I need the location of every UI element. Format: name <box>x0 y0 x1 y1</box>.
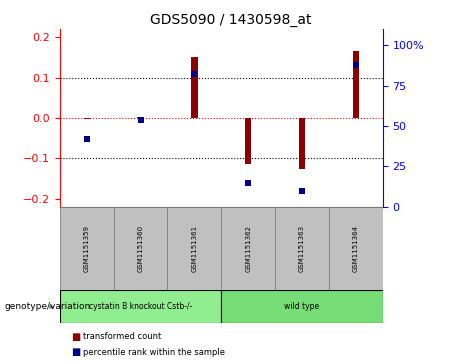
FancyBboxPatch shape <box>114 207 167 290</box>
Text: GSM1151360: GSM1151360 <box>137 225 144 272</box>
Point <box>83 136 90 142</box>
Text: ■: ■ <box>71 347 81 357</box>
FancyBboxPatch shape <box>167 207 221 290</box>
Point <box>244 180 252 185</box>
Bar <box>83 118 90 119</box>
Bar <box>191 57 198 118</box>
Point <box>137 117 144 122</box>
FancyBboxPatch shape <box>329 207 383 290</box>
Text: ■: ■ <box>71 331 81 342</box>
FancyBboxPatch shape <box>275 207 329 290</box>
Text: GSM1151364: GSM1151364 <box>353 225 359 272</box>
Text: transformed count: transformed count <box>83 332 161 341</box>
Text: percentile rank within the sample: percentile rank within the sample <box>83 348 225 356</box>
Text: GSM1151361: GSM1151361 <box>191 225 197 272</box>
Text: genotype/variation: genotype/variation <box>5 302 91 311</box>
Bar <box>245 118 251 164</box>
FancyBboxPatch shape <box>221 290 383 323</box>
Point <box>298 188 306 193</box>
Text: cystatin B knockout Cstb-/-: cystatin B knockout Cstb-/- <box>89 302 192 311</box>
Point <box>191 72 198 77</box>
Text: wild type: wild type <box>284 302 319 311</box>
Text: GSM1151363: GSM1151363 <box>299 225 305 272</box>
FancyBboxPatch shape <box>221 207 275 290</box>
Text: GDS5090 / 1430598_at: GDS5090 / 1430598_at <box>150 13 311 27</box>
Bar <box>353 51 359 118</box>
Bar <box>299 118 305 168</box>
FancyBboxPatch shape <box>60 290 221 323</box>
Bar <box>137 117 144 118</box>
FancyBboxPatch shape <box>60 207 114 290</box>
Polygon shape <box>49 304 54 309</box>
Text: GSM1151359: GSM1151359 <box>84 225 90 272</box>
Point <box>352 62 360 68</box>
Text: GSM1151362: GSM1151362 <box>245 225 251 272</box>
